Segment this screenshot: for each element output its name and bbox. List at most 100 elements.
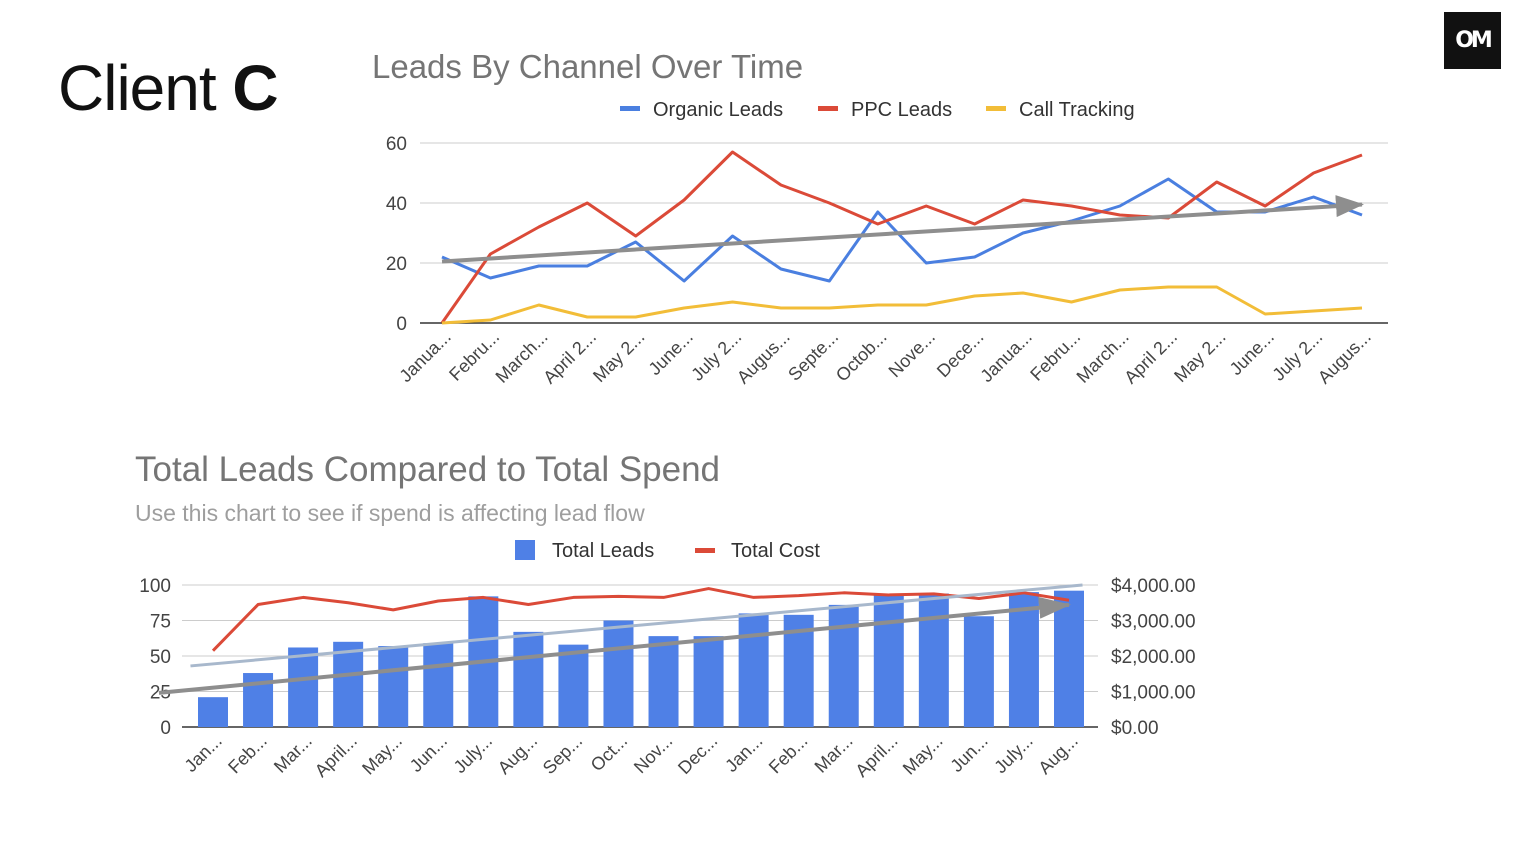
- c1-ytick-label: 0: [396, 314, 407, 335]
- chart2-title: Total Leads Compared to Total Spend: [135, 450, 721, 489]
- c2-bar: [423, 643, 454, 727]
- c1-xtick-label: Febru...: [1026, 327, 1084, 385]
- c1-legend-swatch: [986, 106, 1006, 111]
- c2-bar: [963, 616, 994, 727]
- c1-legend-label: PPC Leads: [851, 99, 952, 121]
- c2-xtick-label: Feb...: [765, 731, 812, 778]
- c2-bar: [513, 631, 544, 727]
- c2-bar: [783, 614, 814, 727]
- c2-legend-swatch: [695, 548, 715, 553]
- c2-bar: [333, 641, 364, 727]
- c2-ytick-label: 50: [150, 647, 171, 668]
- c2-y2tick-label: $2,000.00: [1111, 647, 1196, 668]
- c1-xtick-label: Octob...: [832, 327, 891, 386]
- c2-y2tick-label: $1,000.00: [1111, 683, 1196, 704]
- c1-legend-swatch: [818, 106, 838, 111]
- c2-y2tick-label: $0.00: [1111, 718, 1159, 739]
- c1-ytick-label: 60: [386, 134, 407, 155]
- c1-trend-arrow: [441, 195, 1364, 264]
- c1-xtick-label: June...: [1226, 327, 1278, 379]
- c2-bar: [1054, 590, 1084, 727]
- client-title: Client C: [58, 56, 279, 120]
- c1-xtick-label: May 2...: [589, 327, 648, 386]
- c1-xtick-label: July 2...: [1268, 327, 1326, 385]
- c2-bar: [198, 697, 228, 727]
- c2-xtick-label: Jun...: [946, 731, 991, 776]
- c1-series-line: [440, 150, 1363, 324]
- c1-xtick-label: March...: [1073, 327, 1133, 387]
- c2-bar: [378, 646, 409, 727]
- c1-xtick-label: Febru...: [445, 327, 503, 385]
- c1-legend-label: Call Tracking: [1019, 99, 1135, 121]
- c1-xtick-label: June...: [645, 327, 697, 379]
- c1-xtick-label: April 2...: [1120, 327, 1181, 388]
- c2-legend-label: Total Cost: [731, 540, 820, 562]
- c2-bar: [603, 620, 634, 727]
- c2-trend-arrow: [158, 596, 1071, 695]
- c1-ytick-label: 40: [386, 194, 407, 215]
- c2-xtick-label: Dec...: [674, 731, 721, 778]
- c1-legend-swatch: [620, 106, 640, 111]
- c2-xtick-label: May...: [358, 731, 406, 779]
- c2-xtick-label: Aug...: [1034, 731, 1081, 778]
- c2-xtick-label: April...: [851, 731, 901, 781]
- c2-bar: [468, 596, 499, 727]
- c2-xtick-label: July...: [990, 731, 1036, 777]
- client-label: Client: [58, 52, 217, 124]
- client-letter: C: [232, 52, 278, 124]
- c2-y2tick-label: $3,000.00: [1111, 612, 1196, 633]
- c2-bar: [828, 604, 859, 727]
- c1-legend-label: Organic Leads: [653, 99, 783, 121]
- chart2-subtitle: Use this chart to see if spend is affect…: [135, 500, 645, 526]
- c1-xtick-label: Dece...: [933, 327, 987, 381]
- c2-bar: [918, 593, 949, 727]
- c1-series-line: [441, 177, 1363, 283]
- c1-xtick-label: May 2...: [1170, 327, 1229, 386]
- c2-legend-swatch: [515, 540, 535, 560]
- c1-xtick-label: Septe...: [784, 327, 842, 385]
- c2-bar: [648, 636, 679, 727]
- c1-xtick-label: Augus...: [1314, 327, 1375, 388]
- c2-ytick-label: 0: [160, 718, 171, 739]
- c2-xtick-label: Nov...: [630, 731, 676, 777]
- c1-xtick-label: Janua...: [976, 327, 1035, 386]
- c2-xtick-label: July...: [450, 731, 496, 777]
- c2-legend-label: Total Leads: [552, 540, 654, 562]
- chart1-title: Leads By Channel Over Time: [372, 48, 804, 85]
- c2-xtick-label: Jan...: [181, 731, 226, 776]
- c1-xtick-label: Nove...: [885, 327, 939, 381]
- c1-series-line: [441, 285, 1363, 325]
- c2-bar: [558, 644, 589, 727]
- om-logo: OM: [1444, 12, 1501, 69]
- c2-bar: [288, 647, 319, 727]
- c2-xtick-label: May...: [899, 731, 947, 779]
- c2-xtick-label: Jun...: [406, 731, 451, 776]
- c2-xtick-label: Jan...: [721, 731, 766, 776]
- c1-xtick-label: Janua...: [395, 327, 454, 386]
- c2-xtick-label: April...: [311, 731, 361, 781]
- c2-bar: [243, 673, 274, 727]
- c2-xtick-label: Feb...: [224, 731, 271, 778]
- c2-ytick-label: 75: [150, 612, 171, 633]
- c2-ytick-label: 25: [150, 683, 171, 704]
- c1-xtick-label: July 2...: [687, 327, 745, 385]
- c1-xtick-label: March...: [492, 327, 552, 387]
- c2-ytick-label: 100: [139, 576, 171, 597]
- c2-xtick-label: Mar...: [811, 731, 857, 777]
- c2-bar: [873, 594, 904, 727]
- c2-trend-line: [190, 583, 1083, 668]
- c2-bar: [738, 613, 769, 727]
- c2-cost-line: [211, 587, 1070, 652]
- c2-xtick-label: Aug...: [494, 731, 541, 778]
- c2-y2tick-label: $4,000.00: [1111, 576, 1196, 597]
- c2-xtick-label: Oct...: [587, 731, 632, 776]
- c2-bar: [693, 636, 724, 727]
- c2-bar: [1008, 592, 1039, 727]
- c1-xtick-label: April 2...: [539, 327, 600, 388]
- c2-xtick-label: Sep...: [539, 731, 586, 778]
- c1-ytick-label: 20: [386, 254, 407, 275]
- c1-xtick-label: Augus...: [733, 327, 794, 388]
- c2-xtick-label: Mar...: [270, 731, 316, 777]
